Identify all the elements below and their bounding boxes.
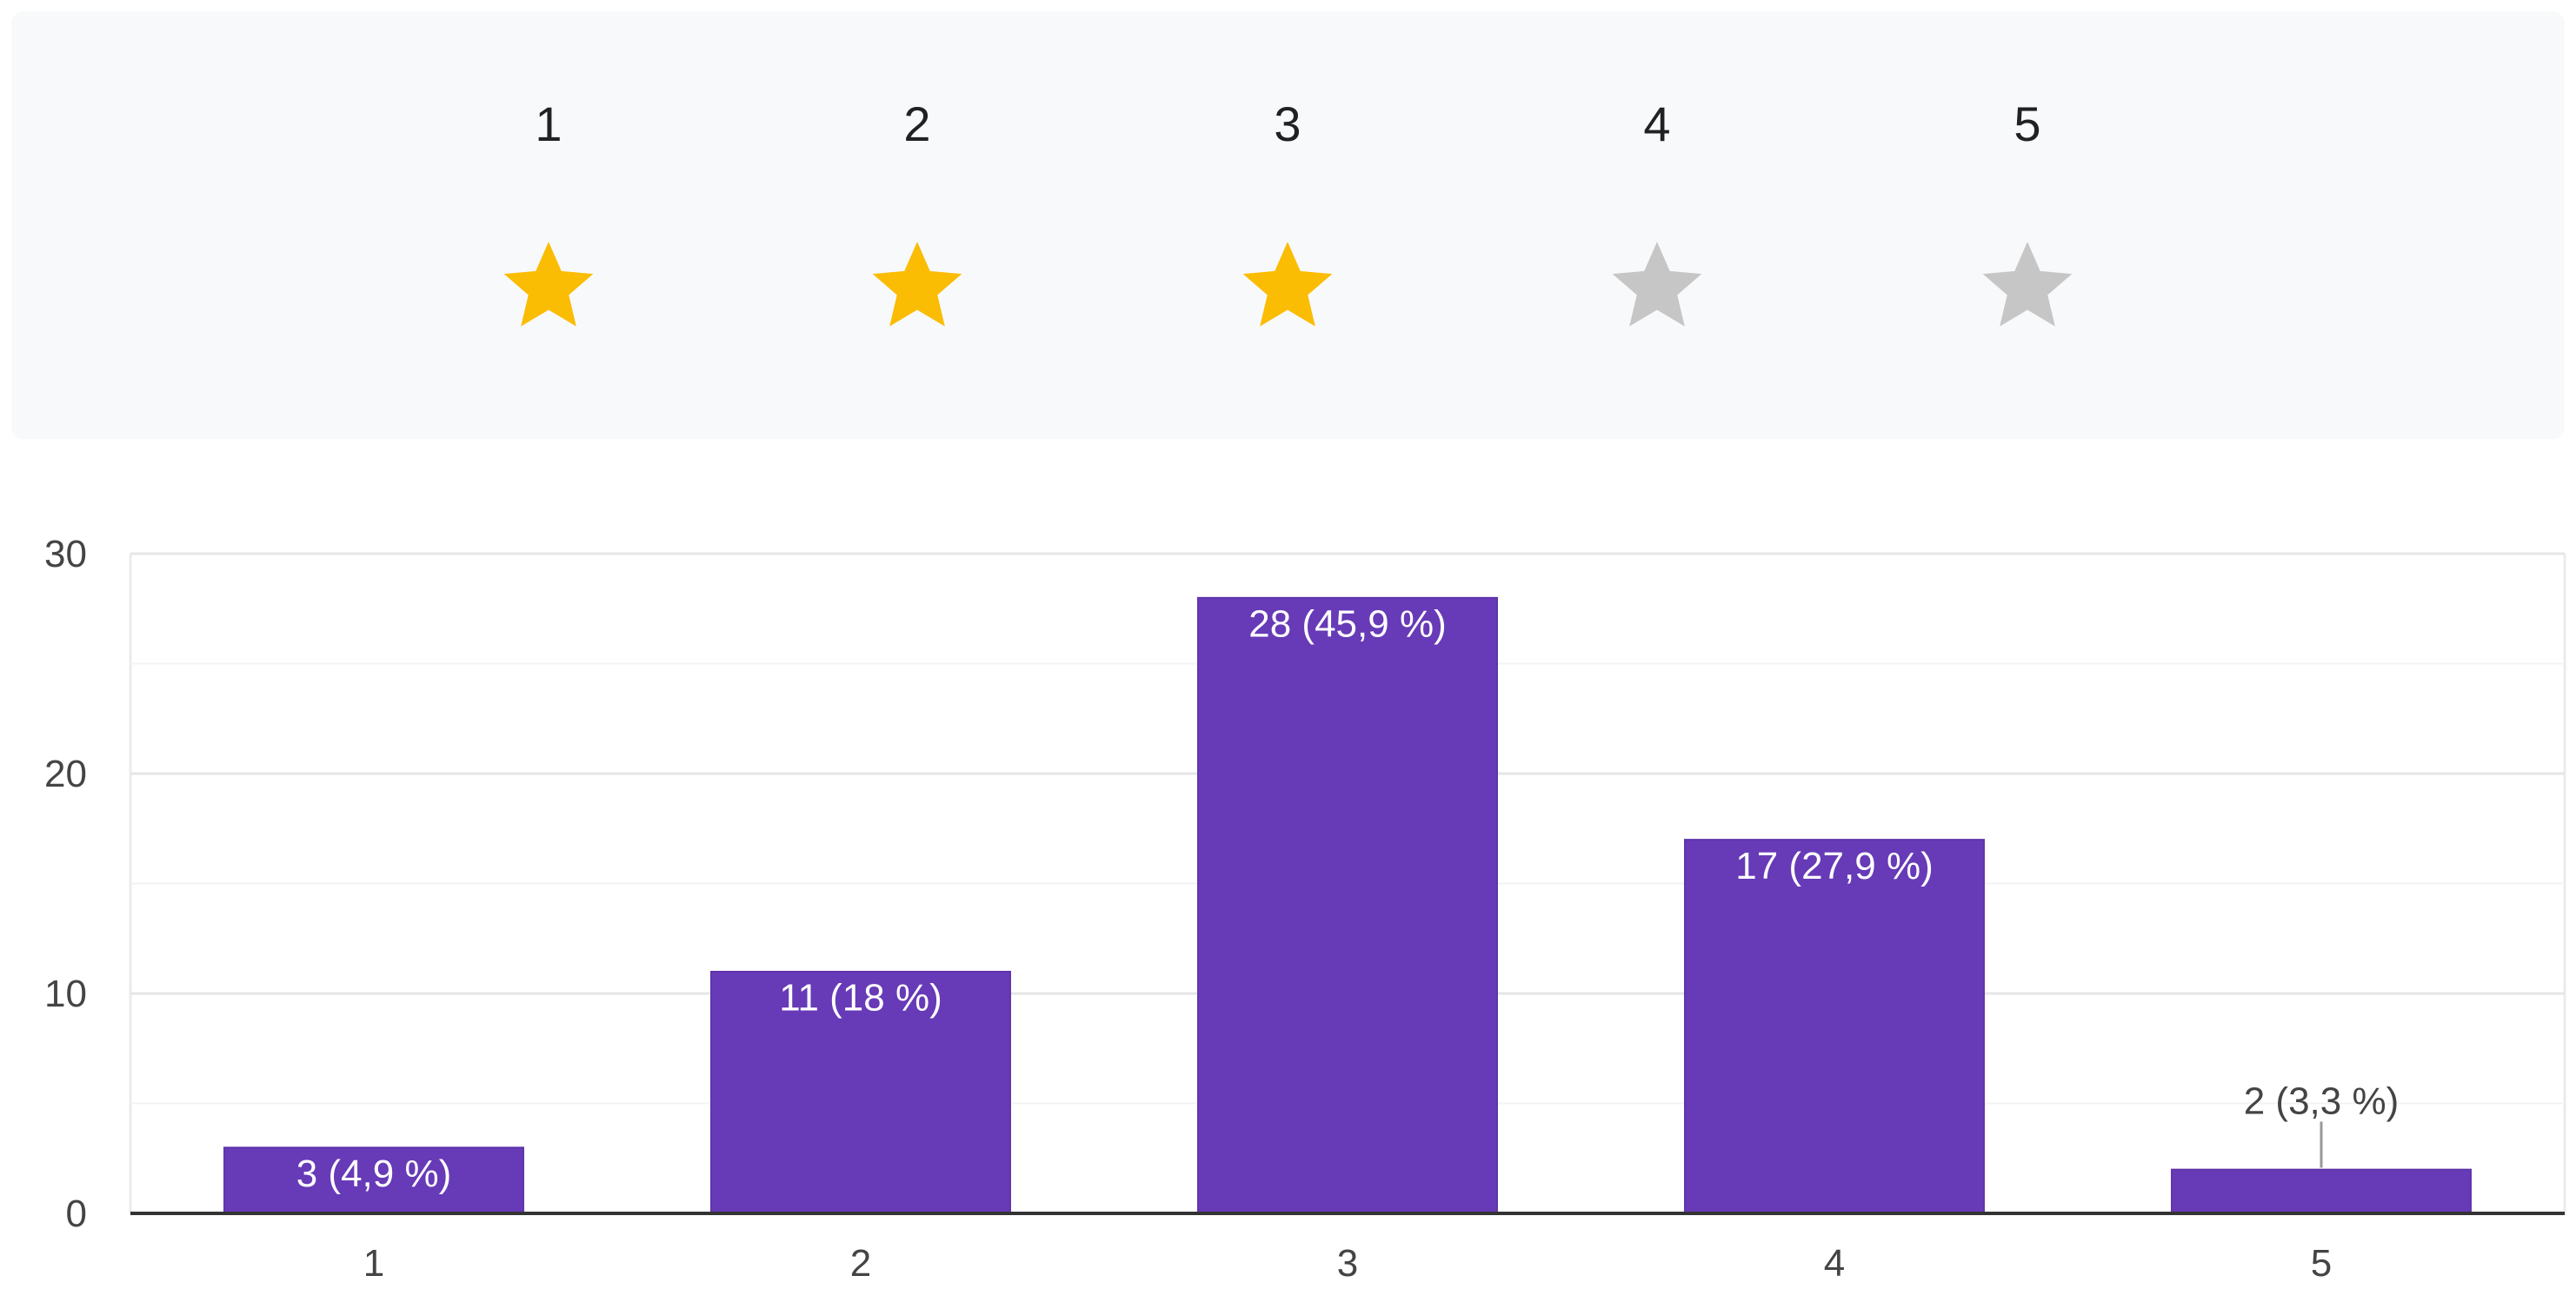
bar-data-label: 2 (3,3 %) [2244,1080,2400,1122]
rating-option-4[interactable]: 4 [1570,11,1744,439]
y-tick-label: 10 [44,973,87,1015]
bar-data-label: 11 (18 %) [779,977,942,1020]
x-tick-label: 5 [2311,1242,2332,1285]
rating-option-1[interactable]: 1 [462,11,636,439]
x-tick-label: 3 [1337,1242,1358,1285]
rating-label-5: 5 [2014,96,2041,151]
x-tick-label: 4 [1824,1242,1845,1285]
x-tick-label: 2 [850,1242,871,1285]
star-icon[interactable] [868,236,967,335]
bar [1684,839,1985,1214]
star-icon[interactable] [1978,236,2077,335]
rating-label-3: 3 [1274,96,1301,151]
bar [1197,596,1498,1214]
star-icon[interactable] [499,236,598,335]
rating-option-3[interactable]: 3 [1201,11,1375,439]
star-icon[interactable] [1608,236,1707,335]
star-icon[interactable] [1238,236,1337,335]
y-tick-label: 20 [44,753,87,795]
bar-data-label: 28 (45,9 %) [1248,603,1446,646]
bar-data-label: 3 (4,9 %) [296,1153,452,1195]
y-tick-label: 0 [66,1193,87,1235]
rating-label-4: 4 [1643,96,1671,151]
bar-data-label: 17 (27,9 %) [1735,845,1933,887]
response-bar-chart: 0 10 20 30 3 (4,9 %) 1 11 (18 %) 2 28 (45,9 %) 3 1… [44,533,2566,1285]
bar [2171,1168,2472,1214]
bar [223,1146,524,1214]
rating-option-2[interactable]: 2 [830,11,1004,439]
rating-label-2: 2 [903,96,931,151]
x-tick-label: 1 [363,1242,384,1285]
rating-option-5[interactable]: 5 [1940,11,2114,439]
bar [710,970,1011,1214]
rating-scale-panel: 1 2 3 4 5 [11,11,2565,439]
y-tick-label: 30 [44,533,87,575]
rating-label-1: 1 [535,96,562,151]
